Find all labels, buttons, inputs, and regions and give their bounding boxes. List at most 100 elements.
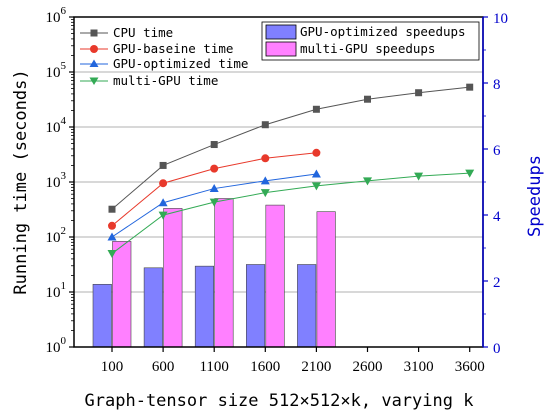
y-axis-right-title: Speedups — [525, 155, 545, 237]
tick-exponent: 6 — [61, 5, 67, 17]
tick-exponent: 3 — [61, 170, 67, 182]
data-point-multi-gpu-time — [158, 211, 168, 220]
data-point-gpu-optimized-time — [209, 184, 219, 193]
x-tick-label: 2600 — [353, 359, 383, 375]
data-point-cpu-time — [415, 89, 423, 97]
data-point-cpu-time — [210, 141, 218, 149]
series-line-multi-gpu-time — [111, 172, 470, 254]
bar-gpu-optimized-speedups — [92, 283, 112, 348]
legend-label: GPU-baseine time — [113, 41, 233, 56]
legend-marker-triangle-up — [89, 59, 99, 67]
x-tick-label: 1100 — [199, 359, 228, 375]
bar-series — [92, 198, 336, 348]
y-left-tick-label: 102 — [46, 225, 67, 246]
data-point-cpu-time — [108, 205, 116, 213]
y-axis-left-title: Running time (seconds) — [11, 69, 31, 294]
data-point-multi-gpu-time — [363, 177, 372, 186]
data-point-cpu-time — [312, 105, 320, 113]
x-tick-label: 3600 — [455, 359, 485, 375]
legend-item-multi-gpu-time: multi-GPU time — [80, 73, 218, 88]
x-axis-title: Graph-tensor size 512×512×k, varying k — [85, 391, 474, 411]
x-tick-label: 100 — [101, 359, 124, 375]
data-point-multi-gpu-time — [209, 198, 219, 207]
legend-item-multi-gpu-speedups: multi-GPU speedups — [265, 41, 435, 57]
y-right-tick-label: 6 — [493, 143, 501, 159]
tick-base: 10 — [46, 120, 61, 136]
data-point-cpu-time — [159, 161, 167, 169]
data-point-gpu-optimized-time — [311, 169, 321, 178]
line-series — [107, 83, 475, 259]
legend-marker-circle — [90, 45, 98, 53]
bar-multi-gpu-speedups — [316, 211, 336, 348]
tick-base: 10 — [46, 65, 61, 81]
legend-label: multi-GPU time — [113, 73, 218, 88]
series-line-cpu-time — [111, 86, 470, 210]
y-right-tick-label: 4 — [493, 209, 501, 225]
y-left-tick-label: 106 — [46, 5, 67, 26]
tick-base: 10 — [46, 285, 61, 301]
legend-label: CPU time — [113, 25, 173, 40]
x-tick-label: 2100 — [301, 359, 331, 375]
x-tick-label: 3100 — [404, 359, 434, 375]
data-point-multi-gpu-time — [465, 169, 475, 178]
grid-lines — [74, 71, 483, 293]
bar-multi-gpu-speedups — [112, 241, 132, 348]
data-point-gpu-optimized-time — [260, 176, 270, 185]
y-left-tick-label: 100 — [46, 335, 67, 356]
x-tick-label: 1600 — [250, 359, 280, 375]
legend-swatch — [265, 24, 297, 40]
y-right-tick-label: 0 — [493, 341, 501, 357]
legend-label: GPU-optimized time — [113, 56, 248, 71]
tick-exponent: 2 — [61, 225, 67, 237]
bar-legend: GPU-optimized speedups multi-GPU speedup… — [261, 21, 480, 61]
data-point-gpu-baseine-time — [312, 148, 321, 157]
legend-label: multi-GPU speedups — [300, 41, 435, 56]
bar-multi-gpu-speedups — [265, 204, 285, 348]
bar-gpu-optimized-speedups — [194, 265, 214, 348]
y-left-tick-label: 103 — [46, 170, 67, 191]
legend-label: GPU-optimized speedups — [300, 24, 466, 39]
bar-legend-box — [261, 21, 480, 61]
tick-base: 10 — [46, 230, 61, 246]
tick-base: 10 — [46, 10, 61, 26]
legend-marker-triangle-down — [89, 77, 99, 85]
data-point-multi-gpu-time — [260, 189, 270, 198]
data-point-cpu-time — [466, 83, 474, 91]
data-point-multi-gpu-time — [414, 172, 424, 181]
data-point-gpu-baseine-time — [108, 221, 116, 230]
data-point-gpu-baseine-time — [159, 179, 168, 188]
line-legend: CPU time GPU-baseine time GPU-optimized … — [80, 25, 248, 88]
data-point-gpu-baseine-time — [210, 164, 219, 173]
data-point-gpu-optimized-time — [158, 198, 168, 207]
tick-exponent: 4 — [61, 115, 67, 127]
legend-item-gpu-optimized-time: GPU-optimized time — [80, 56, 248, 71]
data-point-multi-gpu-time — [107, 250, 117, 259]
y-right-tick-label: 10 — [493, 11, 508, 27]
data-point-gpu-baseine-time — [261, 154, 270, 163]
bar-gpu-optimized-speedups — [143, 267, 163, 348]
bar-gpu-optimized-speedups — [246, 264, 266, 348]
y-left-tick-label: 101 — [46, 280, 67, 301]
legend-swatch — [265, 41, 297, 57]
data-point-gpu-optimized-time — [107, 232, 117, 241]
legend-marker-square — [90, 29, 98, 37]
bar-multi-gpu-speedups — [214, 198, 234, 348]
bar-gpu-optimized-speedups — [297, 264, 317, 348]
x-tick-label: 600 — [152, 359, 175, 375]
tick-base: 10 — [46, 340, 61, 356]
tick-exponent: 5 — [61, 60, 67, 72]
data-point-cpu-time — [261, 121, 269, 129]
legend-item-gpu-baseine-time: GPU-baseine time — [80, 41, 233, 56]
data-point-cpu-time — [364, 95, 371, 103]
bar-multi-gpu-speedups — [163, 208, 183, 348]
tick-exponent: 1 — [61, 280, 67, 292]
tick-base: 10 — [46, 175, 61, 191]
legend-item-gpu-optimized-speedups: GPU-optimized speedups — [265, 24, 466, 40]
legend-item-cpu-time: CPU time — [80, 25, 173, 40]
y-right-tick-label: 2 — [493, 275, 501, 291]
data-point-multi-gpu-time — [311, 182, 321, 191]
y-left-tick-label: 105 — [46, 60, 67, 81]
tick-exponent: 0 — [61, 335, 67, 347]
